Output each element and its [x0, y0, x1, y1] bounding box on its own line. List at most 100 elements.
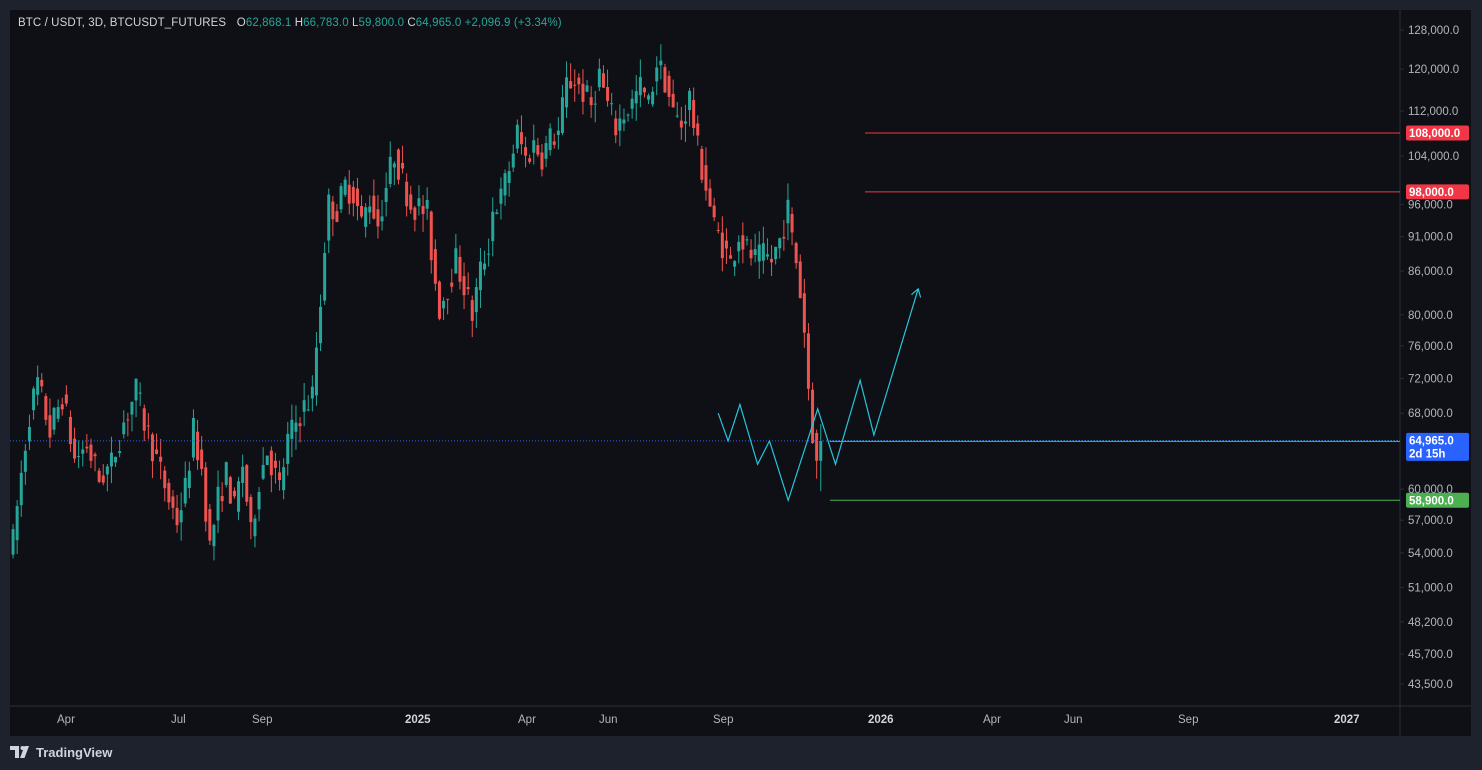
price-tick-label: 80,000.0: [1408, 310, 1453, 322]
candle-body: [81, 449, 85, 454]
candle-body: [798, 261, 802, 299]
candle-body: [376, 209, 380, 227]
candle-body: [15, 506, 19, 541]
candle-body: [626, 114, 630, 116]
candle-body: [560, 97, 564, 134]
chart-pane[interactable]: 128,000.0 120,000.0 112,000.0 104,000.0 96,0…: [10, 10, 1471, 736]
candle-body: [146, 425, 150, 427]
candle-body: [167, 482, 171, 503]
candle-body: [273, 460, 277, 468]
candle-body: [290, 419, 294, 439]
candle-body: [319, 306, 323, 344]
symbol-legend: BTC / USDT, 3D, BTCUSDT_FUTURES O62,868.…: [18, 17, 562, 29]
candle-body: [565, 77, 569, 108]
candle-body: [48, 415, 52, 438]
candle-body: [77, 456, 81, 458]
time-tick-label: Sep: [713, 714, 733, 726]
price-chart[interactable]: 128,000.0 120,000.0 112,000.0 104,000.0 96,0…: [10, 10, 1471, 736]
candle-body: [446, 298, 450, 300]
candle-body: [425, 200, 429, 209]
candle-body: [548, 128, 552, 151]
candle-body: [93, 454, 97, 457]
candle-body: [507, 171, 511, 183]
candle-body: [794, 243, 798, 264]
candle-body: [458, 256, 462, 282]
candle-body: [536, 145, 540, 155]
candle-body: [737, 241, 741, 252]
time-tick-label: Sep: [252, 714, 272, 726]
tradingview-brand[interactable]: TradingView: [10, 743, 112, 761]
candle-body: [269, 450, 273, 476]
candle-body: [704, 165, 708, 191]
candle-body: [417, 198, 421, 207]
candle-body: [749, 249, 753, 259]
candle-body: [782, 236, 786, 239]
candle-body: [187, 470, 191, 489]
candle-body: [261, 464, 265, 479]
price-tick-label: 54,000.0: [1408, 548, 1453, 560]
candle-body: [253, 518, 257, 537]
candle-body: [753, 249, 757, 255]
candle-body: [126, 419, 130, 421]
projection-arrowhead: [911, 287, 922, 298]
high-label: H: [294, 17, 304, 29]
price-tick-label: 112,000.0: [1408, 106, 1458, 118]
candle-body: [392, 163, 396, 168]
candle-body: [589, 97, 593, 106]
candle-body: [499, 188, 503, 204]
candle-body: [474, 287, 478, 313]
last-price-badge-countdown: 2d 15h: [1409, 448, 1445, 460]
candle-body: [265, 455, 269, 465]
candle-body: [786, 199, 790, 224]
candle-body: [515, 124, 519, 149]
candle-body: [519, 132, 523, 145]
candle-body: [32, 388, 36, 411]
candle-body: [331, 201, 335, 220]
candle-body: [815, 432, 819, 461]
candle-body: [421, 206, 425, 215]
candle-body: [811, 389, 815, 444]
candle-body: [778, 238, 782, 249]
candle-body: [306, 409, 310, 411]
candle-body: [495, 212, 499, 215]
candle-body: [64, 394, 68, 404]
candle-body: [544, 143, 548, 159]
candle-body: [630, 98, 634, 109]
candle-body: [741, 235, 745, 250]
candle-body: [761, 243, 765, 261]
symbol-title[interactable]: BTC / USDT, 3D, BTCUSDT_FUTURES: [18, 17, 227, 29]
candle-body: [232, 490, 236, 497]
candle-body: [622, 119, 626, 124]
high-value: 66,783.0: [303, 17, 349, 29]
price-tick-label: 91,000.0: [1408, 232, 1453, 244]
time-tick-label: 2025: [405, 714, 431, 726]
price-tick-label: 57,000.0: [1408, 515, 1453, 527]
candle-body: [73, 438, 77, 459]
time-tick-label: Apr: [518, 714, 536, 726]
price-tick-label: 48,200.0: [1408, 617, 1453, 629]
resistance-level-badge-bg: [1406, 125, 1469, 141]
candle-body: [364, 207, 368, 227]
candle-body: [155, 449, 159, 454]
candle-body: [122, 422, 126, 435]
candle-body: [175, 507, 179, 526]
candle-body: [503, 173, 507, 196]
candle-body: [647, 95, 651, 100]
candle-body: [433, 249, 437, 284]
candle-body: [454, 248, 458, 274]
time-tick-label: Apr: [57, 714, 75, 726]
resistance-level-badge-label: 108,000.0: [1409, 128, 1460, 140]
candle-body: [298, 423, 302, 427]
candle-body: [667, 75, 671, 97]
brand-name: TradingView: [36, 744, 113, 760]
candle-body: [347, 184, 351, 204]
low-label: L: [352, 17, 359, 29]
candle-body: [483, 263, 487, 270]
price-tick-label: 76,000.0: [1408, 341, 1453, 353]
candle-body: [675, 115, 679, 117]
candle-body: [634, 91, 638, 104]
candle-body: [23, 450, 27, 472]
price-tick-label: 120,000.0: [1408, 64, 1459, 76]
time-tick-label: 2026: [868, 714, 894, 726]
